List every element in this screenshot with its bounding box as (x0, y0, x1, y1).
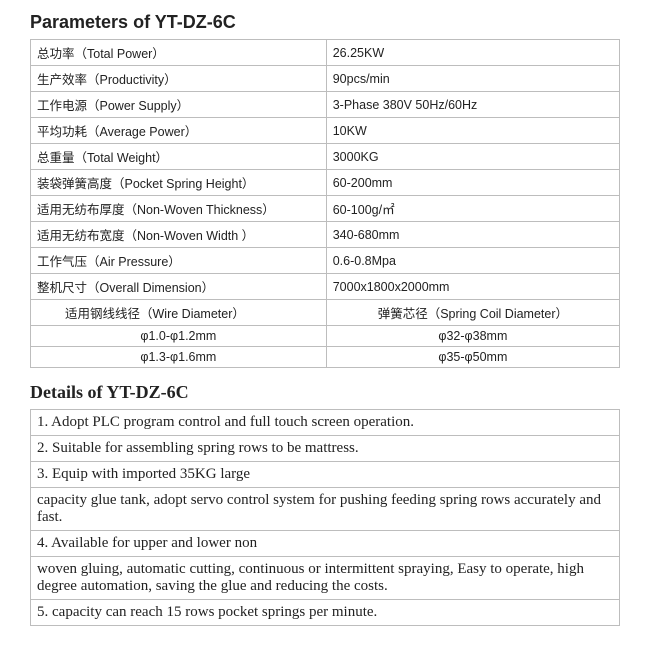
param-label: 工作电源（Power Supply） (31, 92, 327, 118)
param-label: 适用无纺布宽度（Non-Woven Width ） (31, 222, 327, 248)
table-row: 1. Adopt PLC program control and full to… (31, 410, 620, 436)
param-value: 26.25KW (326, 40, 619, 66)
table-row: 总重量（Total Weight）3000KG (31, 144, 620, 170)
table-row: 生产效率（Productivity）90pcs/min (31, 66, 620, 92)
param-label: 装袋弹簧高度（Pocket Spring Height） (31, 170, 327, 196)
detail-cell: 1. Adopt PLC program control and full to… (31, 410, 620, 436)
param-label: 整机尺寸（Overall Dimension） (31, 274, 327, 300)
table-row: 3. Equip with imported 35KG large (31, 462, 620, 488)
param-label: 生产效率（Productivity） (31, 66, 327, 92)
table-row: woven gluing, automatic cutting, continu… (31, 557, 620, 600)
detail-cell: 5. capacity can reach 15 rows pocket spr… (31, 600, 620, 626)
param-label: 平均功耗（Average Power） (31, 118, 327, 144)
param-value: 60-200mm (326, 170, 619, 196)
detail-cell: capacity glue tank, adopt servo control … (31, 488, 620, 531)
table-row: capacity glue tank, adopt servo control … (31, 488, 620, 531)
sub-left: φ1.0-φ1.2mm (31, 326, 327, 347)
detail-cell: 4. Available for upper and lower non (31, 531, 620, 557)
param-label: 工作气压（Air Pressure） (31, 248, 327, 274)
param-value: 3000KG (326, 144, 619, 170)
params-title: Parameters of YT-DZ-6C (30, 12, 620, 33)
detail-cell: 2. Suitable for assembling spring rows t… (31, 436, 620, 462)
table-row: 总功率（Total Power）26.25KW (31, 40, 620, 66)
table-sub-row: φ1.0-φ1.2mm φ32-φ38mm (31, 326, 620, 347)
sub-left: φ1.3-φ1.6mm (31, 347, 327, 368)
param-value: 7000x1800x2000mm (326, 274, 619, 300)
table-row: 整机尺寸（Overall Dimension）7000x1800x2000mm (31, 274, 620, 300)
table-row: 适用无纺布厚度（Non-Woven Thickness）60-100g/㎡ (31, 196, 620, 222)
subheader-left: 适用钢线线径（Wire Diameter） (31, 300, 327, 326)
subheader-right: 弹簧芯径（Spring Coil Diameter） (326, 300, 619, 326)
table-row: 适用无纺布宽度（Non-Woven Width ）340-680mm (31, 222, 620, 248)
table-row: 工作电源（Power Supply）3-Phase 380V 50Hz/60Hz (31, 92, 620, 118)
param-value: 90pcs/min (326, 66, 619, 92)
param-value: 3-Phase 380V 50Hz/60Hz (326, 92, 619, 118)
param-value: 60-100g/㎡ (326, 196, 619, 222)
table-row: 装袋弹簧高度（Pocket Spring Height）60-200mm (31, 170, 620, 196)
table-row: 5. capacity can reach 15 rows pocket spr… (31, 600, 620, 626)
table-sub-row: φ1.3-φ1.6mm φ35-φ50mm (31, 347, 620, 368)
param-label: 适用无纺布厚度（Non-Woven Thickness） (31, 196, 327, 222)
param-value: 0.6-0.8Mpa (326, 248, 619, 274)
sub-right: φ32-φ38mm (326, 326, 619, 347)
table-row: 2. Suitable for assembling spring rows t… (31, 436, 620, 462)
sub-right: φ35-φ50mm (326, 347, 619, 368)
param-value: 340-680mm (326, 222, 619, 248)
detail-cell: 3. Equip with imported 35KG large (31, 462, 620, 488)
detail-cell: woven gluing, automatic cutting, continu… (31, 557, 620, 600)
param-label: 总重量（Total Weight） (31, 144, 327, 170)
table-row: 4. Available for upper and lower non (31, 531, 620, 557)
param-value: 10KW (326, 118, 619, 144)
table-subheader-row: 适用钢线线径（Wire Diameter） 弹簧芯径（Spring Coil D… (31, 300, 620, 326)
params-table: 总功率（Total Power）26.25KW 生产效率（Productivit… (30, 39, 620, 368)
details-table: 1. Adopt PLC program control and full to… (30, 409, 620, 626)
table-row: 工作气压（Air Pressure）0.6-0.8Mpa (31, 248, 620, 274)
details-title: Details of YT-DZ-6C (30, 382, 620, 403)
param-label: 总功率（Total Power） (31, 40, 327, 66)
table-row: 平均功耗（Average Power）10KW (31, 118, 620, 144)
